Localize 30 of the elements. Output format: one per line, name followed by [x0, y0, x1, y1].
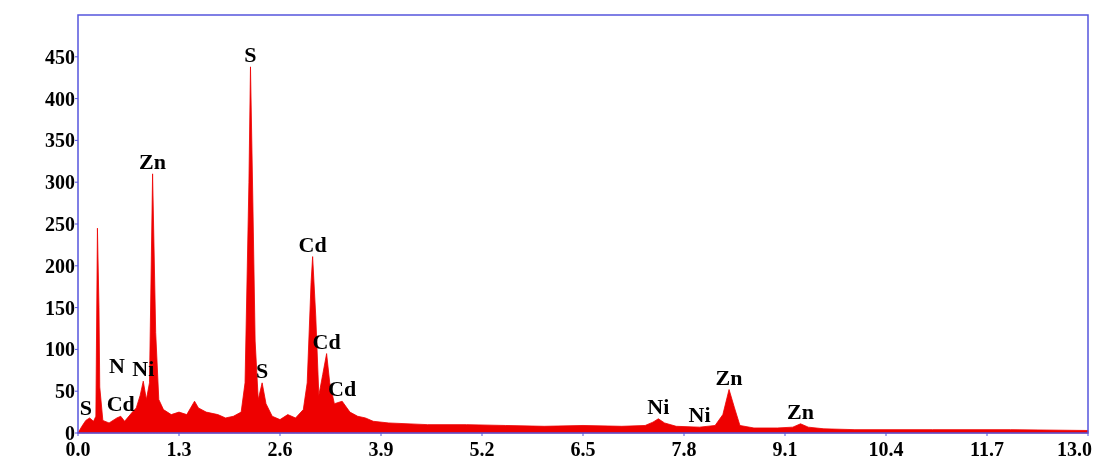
y-tick-label: 50 — [55, 380, 75, 403]
x-tick-label: 10.4 — [868, 438, 904, 460]
x-tick-label: 9.1 — [772, 438, 798, 460]
y-tick-label: 200 — [45, 254, 75, 277]
x-tick-label: 1.3 — [166, 438, 192, 460]
annotation: S — [79, 395, 92, 421]
y-tick-label: 400 — [45, 87, 75, 110]
annotation: Cd — [298, 231, 327, 257]
annotation: Ni — [688, 402, 711, 428]
y-tick-label: 100 — [45, 338, 75, 361]
x-tick-label: 13.0 — [1057, 438, 1092, 460]
x-tick-label: 3.9 — [368, 438, 394, 460]
y-tick-label: 150 — [45, 296, 75, 319]
annotation: Zn — [787, 398, 814, 424]
annotation: N — [108, 352, 125, 378]
annotation: S — [256, 357, 269, 383]
x-tick-label: 11.7 — [970, 438, 1004, 460]
annotation: Ni — [647, 393, 670, 419]
y-tick-label: 300 — [45, 171, 75, 194]
annotation: Zn — [139, 148, 167, 174]
x-tick-label: 2.6 — [267, 438, 293, 460]
x-tick-label: 6.5 — [570, 438, 596, 460]
annotation: S — [244, 41, 257, 67]
x-tick-label: 7.8 — [671, 438, 697, 460]
y-tick-label: 250 — [45, 213, 75, 235]
annotation: Cd — [106, 391, 135, 417]
annotation: Zn — [715, 364, 743, 390]
y-tick-label: 450 — [45, 45, 75, 68]
y-tick-label: 350 — [45, 129, 75, 152]
x-tick-label: 5.2 — [469, 438, 495, 460]
